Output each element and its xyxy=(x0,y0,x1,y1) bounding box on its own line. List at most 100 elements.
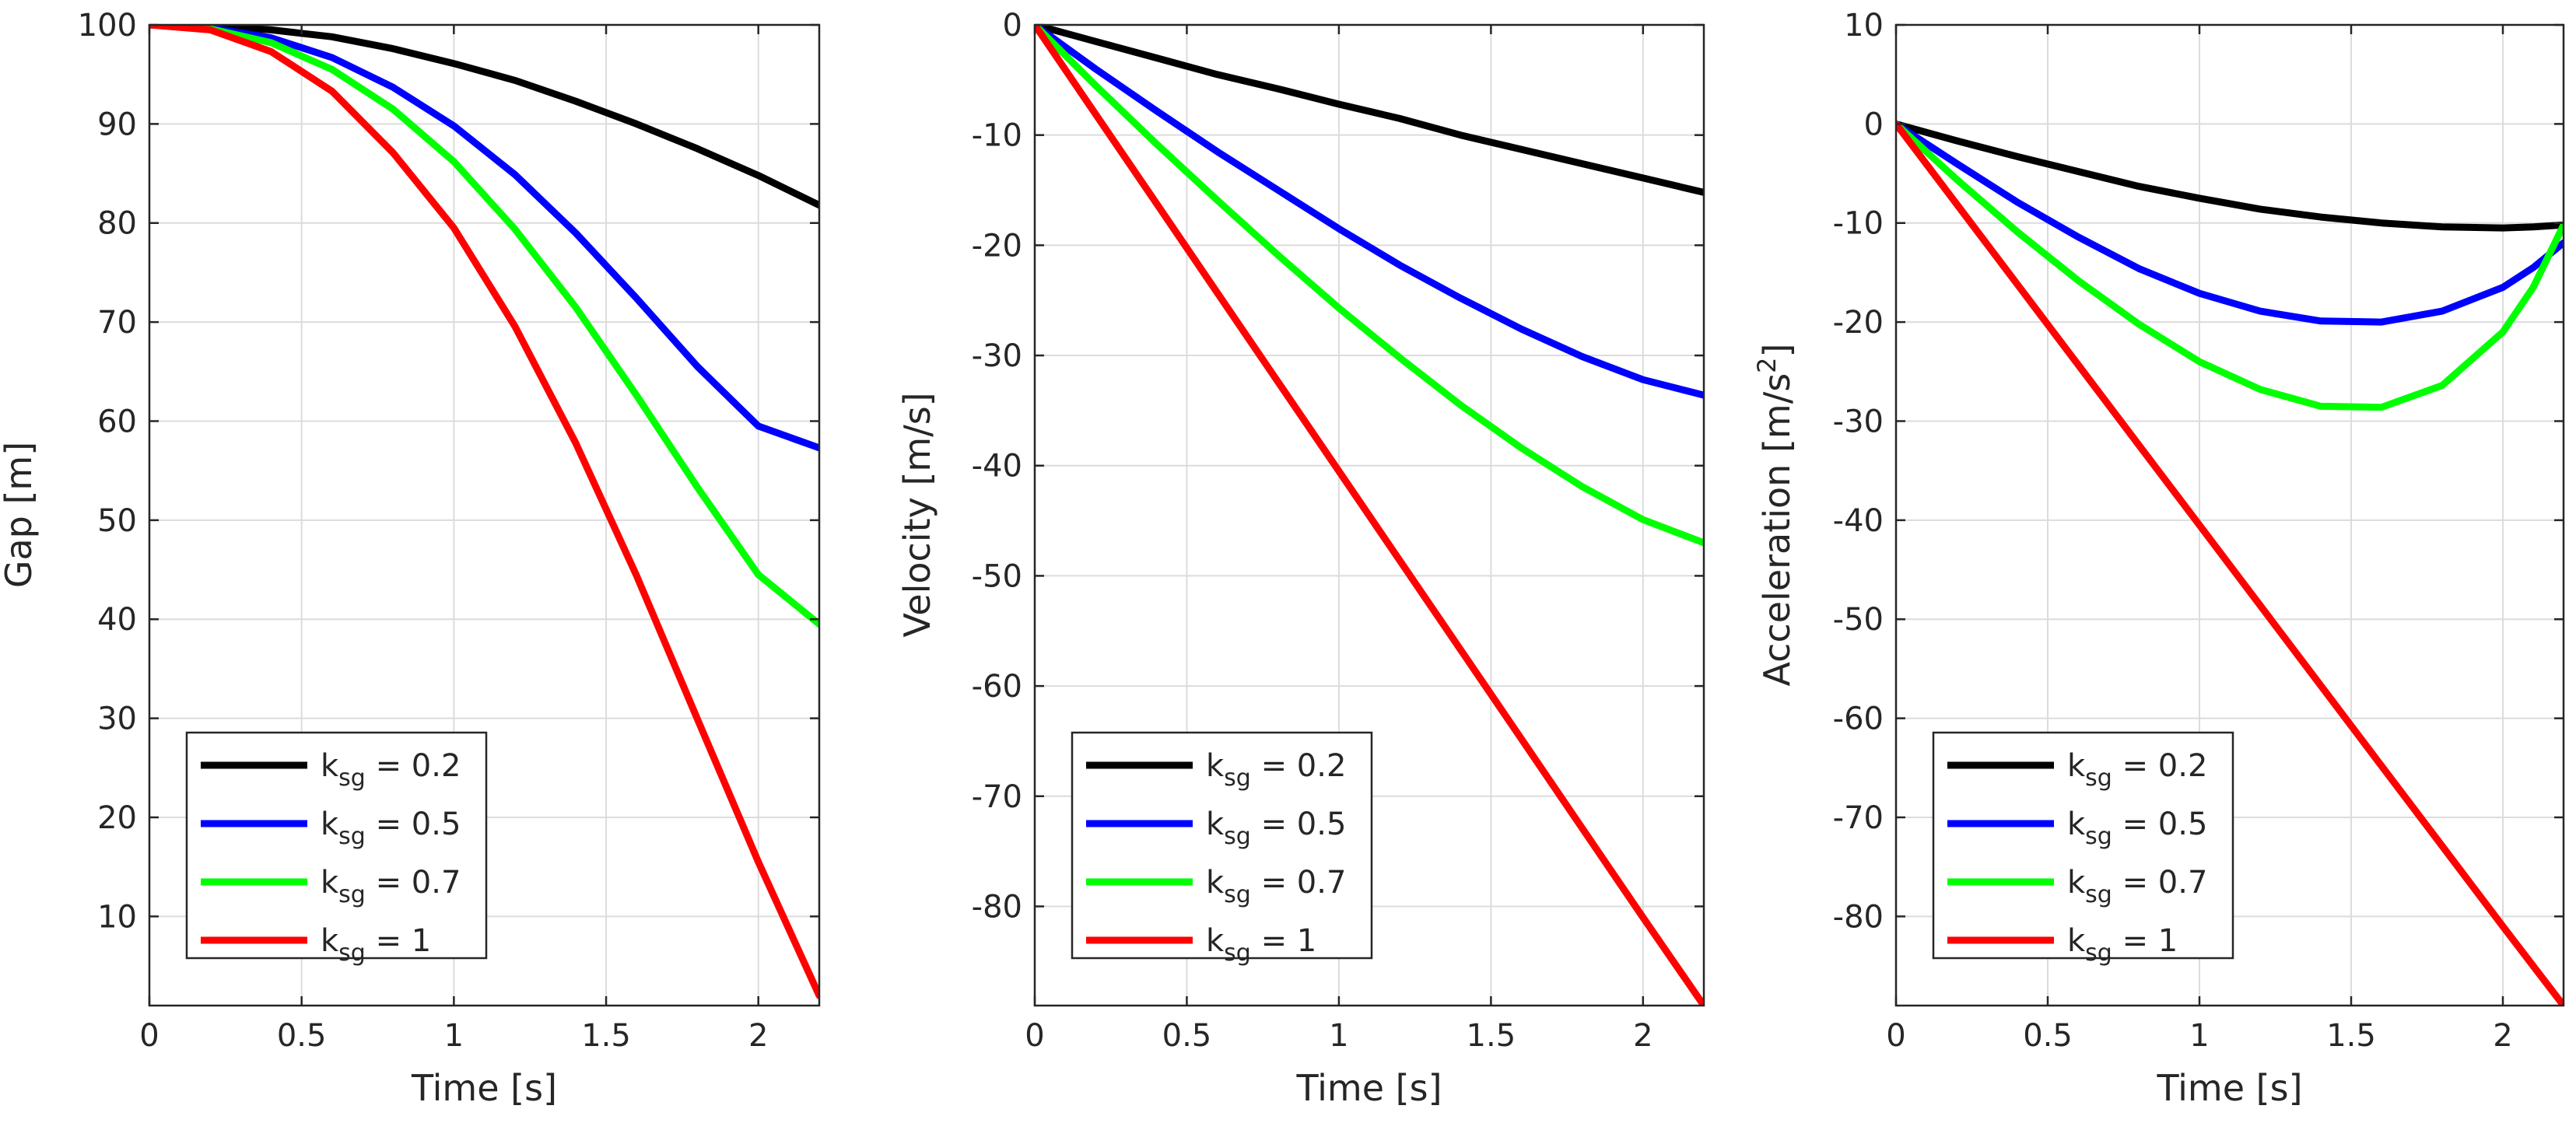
x-tick-label: 2 xyxy=(748,1018,768,1054)
legend-box xyxy=(185,731,488,960)
legend-label-subscript: sg xyxy=(2085,939,2112,967)
legend-label-base: k xyxy=(1206,748,1225,784)
legend-label-subscript: sg xyxy=(1224,881,1251,908)
legend-label-value: = 1 xyxy=(366,923,431,959)
legend-label-4: ksg = 1 xyxy=(1206,923,1316,967)
x-tick-label: 2 xyxy=(1633,1018,1652,1054)
y-tick-label: -60 xyxy=(1833,701,1884,737)
series-line-3 xyxy=(1035,25,1704,547)
series-line-4 xyxy=(149,25,819,999)
y-tick-label: 0 xyxy=(1864,107,1884,142)
axes-box xyxy=(148,23,821,1007)
legend-label-2: ksg = 0.5 xyxy=(321,806,461,850)
legend-label-value: = 1 xyxy=(1251,923,1316,959)
y-axis-label: Gap [m] xyxy=(0,442,40,588)
y-tick-label: -50 xyxy=(1833,602,1884,638)
series-line-1 xyxy=(1896,120,2564,232)
legend-label-3: ksg = 0.7 xyxy=(321,865,461,908)
y-axis-label-end: ] xyxy=(1756,344,1798,358)
series-line-1 xyxy=(149,25,819,209)
x-tick-label: 1 xyxy=(2189,1018,2209,1054)
legend-label-base: k xyxy=(321,923,339,959)
legend-label-value: = 0.7 xyxy=(1251,865,1347,901)
legend-label-4: ksg = 1 xyxy=(321,923,431,967)
x-tick-label: 1.5 xyxy=(1467,1018,1516,1054)
x-tick-label: 0.5 xyxy=(1162,1018,1212,1054)
y-tick-label: 90 xyxy=(97,107,137,142)
legend-label-3: ksg = 0.7 xyxy=(1206,865,1346,908)
legend-label-value: = 0.7 xyxy=(2112,865,2208,901)
y-tick-label: -30 xyxy=(1833,404,1884,439)
legend-label-value: = 0.7 xyxy=(366,865,461,901)
legend-label-base: k xyxy=(321,865,339,901)
legend-label-3: ksg = 0.7 xyxy=(2067,865,2207,908)
legend-label-subscript: sg xyxy=(338,939,366,967)
legend-label-subscript: sg xyxy=(2085,881,2112,908)
chart-panel-3: 0 0.5 1 1.5 2 10 0 -10 -20 -30 -40 -50 -60 -70 -80 Time… xyxy=(1752,8,2565,1109)
y-tick-label: 0 xyxy=(1003,8,1022,44)
y-tick-label: -10 xyxy=(972,118,1022,154)
series-line-1 xyxy=(1035,25,1704,196)
series-line-2 xyxy=(1035,25,1704,399)
y-tick-label: -50 xyxy=(972,558,1022,594)
y-tick-label: -10 xyxy=(1833,206,1884,242)
series-line-4 xyxy=(1035,25,1704,1006)
axes-box xyxy=(1894,23,2565,1007)
y-tick-label: 20 xyxy=(97,800,137,836)
legend-label-base: k xyxy=(2067,806,2086,842)
legend-label-value: = 0.2 xyxy=(1251,748,1347,784)
series-line-2 xyxy=(1896,120,2564,326)
y-tick-label: 40 xyxy=(97,602,137,638)
legend-label-base: k xyxy=(1206,806,1225,842)
y-tick-label: -70 xyxy=(1833,800,1884,836)
y-tick-label: -20 xyxy=(1833,305,1884,341)
legend-label-base: k xyxy=(2067,865,2086,901)
axes-box xyxy=(1033,23,1705,1007)
y-tick-label: -70 xyxy=(972,779,1022,815)
y-tick-label: 30 xyxy=(97,701,137,737)
x-axis-label: Time [s] xyxy=(411,1067,557,1109)
y-tick-label: -20 xyxy=(972,228,1022,264)
legend-label-subscript: sg xyxy=(338,881,366,908)
legend-label-subscript: sg xyxy=(2085,764,2112,792)
x-tick-label: 1 xyxy=(444,1018,464,1054)
legend-label-base: k xyxy=(2067,923,2086,959)
legend-label-1: ksg = 0.2 xyxy=(2067,748,2207,792)
x-tick-label: 1 xyxy=(1329,1018,1348,1054)
legend-label-1: ksg = 0.2 xyxy=(1206,748,1346,792)
series-line-3 xyxy=(1896,120,2564,411)
y-tick-label: 70 xyxy=(97,305,137,341)
legend-label-subscript: sg xyxy=(338,823,366,850)
legend-box xyxy=(1932,731,2234,960)
legend-label-1: ksg = 0.2 xyxy=(321,748,461,792)
y-tick-label: 50 xyxy=(97,503,137,539)
legend-label-value: = 0.2 xyxy=(2112,748,2208,784)
legend-label-subscript: sg xyxy=(1224,764,1251,792)
legend-label-value: = 1 xyxy=(2112,923,2178,959)
series-line-2 xyxy=(149,25,819,452)
legend-label-subscript: sg xyxy=(338,764,366,792)
x-axis-label: Time [s] xyxy=(2156,1067,2302,1109)
legend-label-base: k xyxy=(1206,865,1225,901)
legend-label-2: ksg = 0.5 xyxy=(1206,806,1346,850)
legend-label-2: ksg = 0.5 xyxy=(2067,806,2207,850)
y-tick-label: -30 xyxy=(972,338,1022,374)
y-tick-label: 10 xyxy=(97,899,137,935)
y-axis-label-superscript: 2 xyxy=(1752,357,1782,373)
y-tick-label: -80 xyxy=(1833,899,1884,935)
legend-box xyxy=(1071,731,1373,960)
x-tick-label: 1.5 xyxy=(581,1018,631,1054)
y-axis-label-text: Acceleration [m/s xyxy=(1756,373,1798,687)
legend-label-base: k xyxy=(1206,923,1225,959)
legend-label-value: = 0.5 xyxy=(366,806,461,842)
x-tick-label: 2 xyxy=(2493,1018,2512,1054)
legend-label-value: = 0.5 xyxy=(2112,806,2208,842)
legend-label-subscript: sg xyxy=(1224,939,1251,967)
chart-panel-1: 0 0.5 1 1.5 2 10 20 30 40 50 60 70 80 90 100 Time [s] Ga… xyxy=(0,8,821,1109)
legend-label-value: = 0.5 xyxy=(1251,806,1347,842)
